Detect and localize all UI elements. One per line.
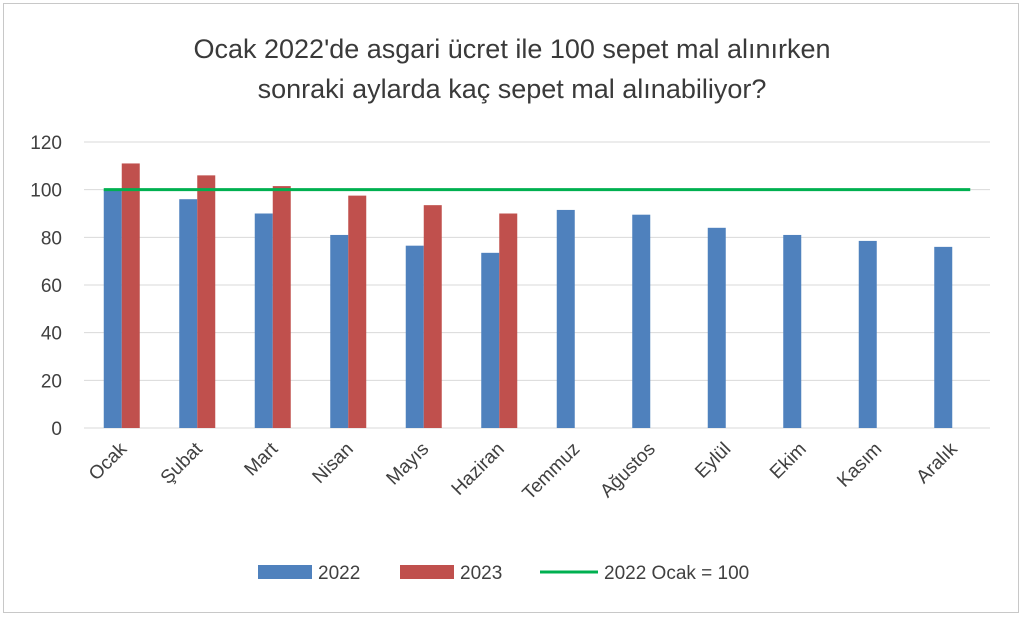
bar-2022-Mayıs (405, 245, 424, 428)
x-category-label: Ekim (766, 439, 811, 484)
bar-2023-Şubat (197, 175, 216, 428)
y-tick-label: 100 (30, 181, 62, 202)
bar-2023-Haziran (499, 213, 518, 428)
x-category-label: Temmuz (519, 439, 585, 505)
bar-2022-Kasım (858, 240, 877, 428)
x-category-label: Nisan (309, 439, 358, 488)
y-tick-label: 40 (41, 324, 62, 345)
y-tick-label: 120 (30, 133, 62, 154)
bar-2022-Mart (254, 213, 273, 428)
bar-2022-Ekim (783, 234, 802, 428)
bar-2023-Ocak (121, 163, 140, 428)
bar-2022-Haziran (481, 252, 500, 428)
legend-swatch-2023 (400, 565, 454, 579)
bar-2022-Ocak (103, 189, 122, 428)
bar-2022-Nisan (330, 234, 349, 428)
chart-title-line-2: sonraki aylarda kaç sepet mal alınabiliy… (257, 74, 767, 104)
legend-swatch-2022 (258, 565, 312, 579)
x-category-label: Ağustos (596, 439, 659, 502)
x-category-label: Eylül (691, 439, 735, 483)
x-category-label: Mart (241, 438, 283, 480)
x-category-label: Şubat (157, 438, 207, 488)
legend-label: 2022 Ocak = 100 (604, 563, 749, 584)
x-category-label: Mayıs (383, 439, 434, 490)
x-category-label: Aralık (913, 438, 963, 488)
x-category-label: Kasım (833, 439, 886, 492)
y-tick-label: 20 (41, 371, 62, 392)
bar-2022-Eylül (707, 227, 726, 428)
y-tick-label: 0 (51, 419, 62, 440)
x-category-label: Haziran (448, 439, 509, 500)
bar-2022-Şubat (179, 199, 198, 428)
bar-2023-Mayıs (423, 205, 442, 428)
bar-2022-Aralık (934, 246, 953, 428)
bar-2023-Nisan (348, 195, 367, 428)
chart-title-line-1: Ocak 2022'de asgari ücret ile 100 sepet … (193, 34, 831, 64)
y-tick-label: 80 (41, 228, 62, 249)
y-tick-label: 60 (41, 276, 62, 297)
legend-label: 2022 (318, 563, 360, 584)
legend-label: 2023 (460, 563, 502, 584)
x-category-label: Ocak (85, 438, 132, 485)
bar-2022-Ağustos (632, 214, 651, 428)
bar-2023-Mart (272, 186, 291, 428)
bar-2022-Temmuz (556, 209, 575, 428)
